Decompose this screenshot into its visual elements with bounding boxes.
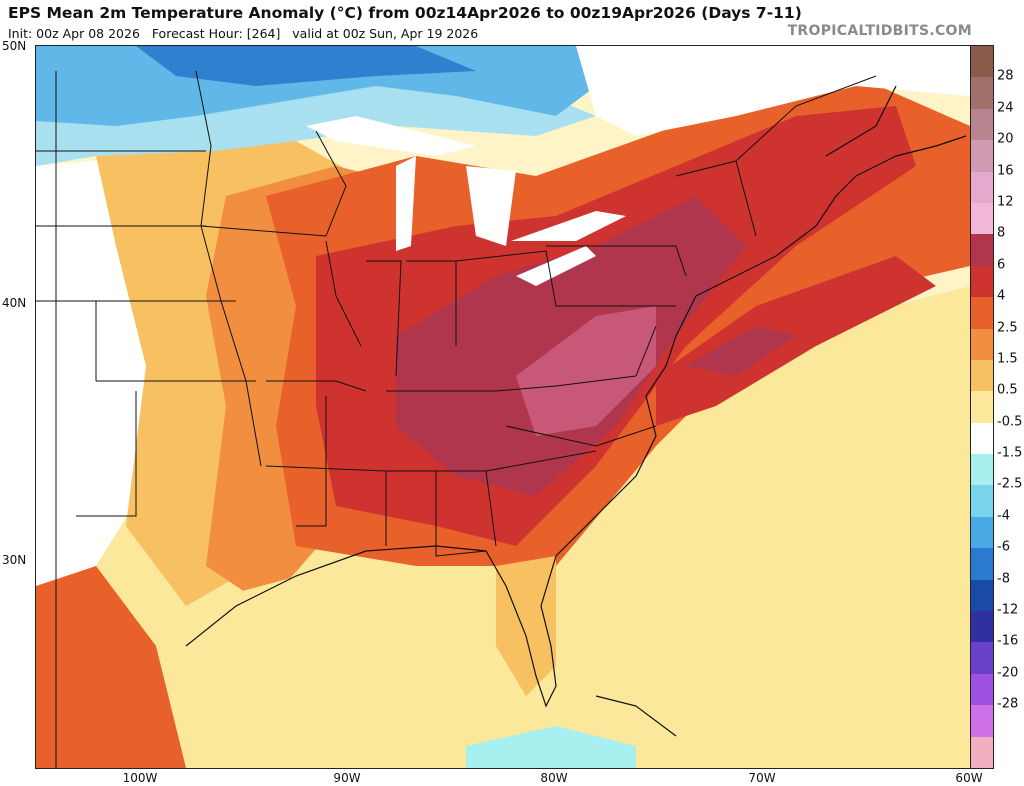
colorbar-segment [971,108,993,141]
lon-label-60w: 60W [955,771,983,785]
colorbar-segment [971,611,993,643]
map-canvas [36,46,970,768]
lon-label-70w: 70W [748,771,776,785]
colorbar-segment [971,516,993,549]
colorbar-label: -1.5 [997,445,1023,461]
map-title: EPS Mean 2m Temperature Anomaly (°C) fro… [8,4,802,22]
anomaly-shade-gulf [186,566,506,768]
colorbar-label: -12 [997,602,1019,618]
colorbar-segment [971,202,993,235]
anomaly-shade-southwest [36,566,186,768]
colorbar-label: 4 [997,288,1006,304]
colorbar-label: 0.5 [997,382,1018,398]
colorbar-label: -16 [997,633,1019,649]
lat-label-40n: 40N [2,296,27,310]
brand-watermark[interactable]: TROPICALTIDBITS.COM [787,23,972,39]
colorbar-segment [971,140,993,173]
colorbar-segment [971,297,993,330]
colorbar-label: -4 [997,508,1010,524]
anomaly-shade-florida [496,556,556,696]
colorbar-label: -0.5 [997,414,1023,430]
coastlines [185,85,967,737]
colorbar-segment [971,736,993,769]
lat-label-50n: 50N [2,39,27,53]
colorbar-segment [971,391,993,424]
colorbar-label: 2.5 [997,320,1018,336]
temperature-anomaly-map [35,45,971,769]
anomaly-shade-offshore [656,256,936,426]
lon-label-80w: 80W [540,771,568,785]
colorbar [970,45,994,769]
colorbar-label: 1.5 [997,351,1018,367]
colorbar-segment [971,673,993,706]
colorbar-segment [971,705,993,738]
colorbar-segment [971,171,993,204]
colorbar-label: 12 [997,194,1014,210]
colorbar-segment [971,234,993,267]
colorbar-segment [971,265,993,298]
anomaly-shade-max [516,306,656,436]
colorbar-label: -20 [997,665,1019,681]
colorbar-label: 28 [997,68,1014,84]
colorbar-segment [971,328,993,361]
colorbar-label: 6 [997,257,1006,273]
colorbar-label: -8 [997,571,1010,587]
colorbar-segment [971,77,993,110]
colorbar-label: 8 [997,225,1006,241]
lat-label-30n: 30N [2,553,27,567]
anomaly-shade-offshore-core [686,326,796,376]
colorbar-segment [971,579,993,612]
map-subtitle: Init: 00z Apr 08 2026 Forecast Hour: [26… [8,26,479,41]
colorbar-label: 16 [997,163,1014,179]
colorbar-segment [971,359,993,392]
colorbar-label: 20 [997,131,1014,147]
anomaly-shade-neutral-north [576,46,970,136]
colorbar-segment [971,454,993,486]
anomaly-shade-cool-dark [136,46,476,86]
state-borders [36,70,877,768]
anomaly-shade-caribbean [466,726,636,768]
colorbar-label: -6 [997,539,1010,555]
colorbar-segment [971,422,993,455]
colorbar-label: -2.5 [997,476,1023,492]
great-lakes [306,116,626,286]
colorbar-segment [971,485,993,518]
colorbar-segment [971,642,993,675]
colorbar-label: -28 [997,696,1019,712]
colorbar-segment [971,548,993,581]
colorbar-label: 24 [997,100,1014,116]
lon-label-100w: 100W [122,771,158,785]
lon-label-90w: 90W [333,771,361,785]
header: EPS Mean 2m Temperature Anomaly (°C) fro… [0,0,1024,44]
colorbar-segment [971,46,993,78]
